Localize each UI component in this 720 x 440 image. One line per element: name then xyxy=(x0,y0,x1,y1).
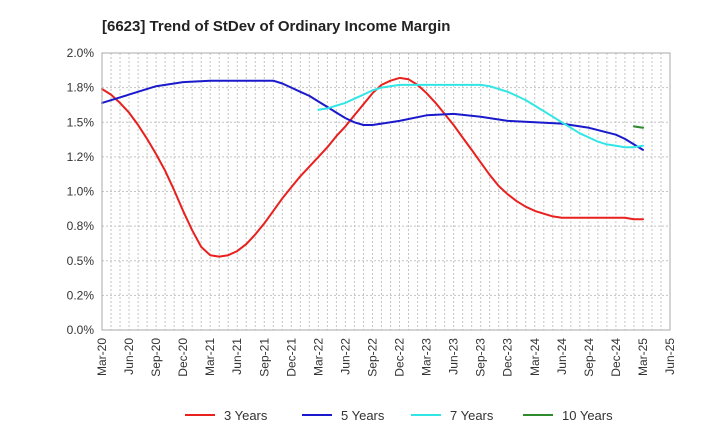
y-tick-label: 0.0% xyxy=(67,323,95,337)
x-tick-label: Mar-21 xyxy=(203,338,217,376)
y-tick-label: 0.2% xyxy=(67,288,95,302)
x-tick-label: Jun-21 xyxy=(230,338,244,375)
legend-label-10-years: 10 Years xyxy=(562,408,613,423)
x-tick-label: Jun-23 xyxy=(447,338,461,375)
x-tick-label: Sep-22 xyxy=(365,338,379,377)
x-tick-label: Mar-20 xyxy=(95,338,109,376)
x-tick-label: Sep-21 xyxy=(257,338,271,377)
x-tick-label: Mar-23 xyxy=(420,338,434,376)
series-layer xyxy=(101,76,644,258)
chart-title: [6623] Trend of StDev of Ordinary Income… xyxy=(102,18,450,35)
series-line-3-years xyxy=(101,76,644,258)
y-tick-label: 1.0% xyxy=(67,185,95,199)
y-tick-label: 1.2% xyxy=(67,150,95,164)
x-tick-label: Jun-20 xyxy=(122,338,136,375)
y-tick-label: 1.5% xyxy=(67,115,95,129)
x-tick-label: Mar-22 xyxy=(311,338,325,376)
x-tick-label: Dec-23 xyxy=(501,338,515,377)
x-tick-label: Dec-20 xyxy=(176,338,190,377)
y-tick-label: 0.5% xyxy=(67,254,95,268)
x-tick-label: Mar-25 xyxy=(636,338,650,376)
legend-label-7-years: 7 Years xyxy=(450,408,494,423)
y-tick-label: 1.8% xyxy=(67,81,95,95)
x-axis-ticks: Mar-20 Jun-20 Sep-20 Dec-20 Mar-21 Jun-21 Sep-… xyxy=(95,338,677,377)
x-tick-label: Sep-24 xyxy=(582,338,596,377)
x-tick-label: Jun-24 xyxy=(555,338,569,375)
y-tick-label: 0.8% xyxy=(67,219,95,233)
y-axis-ticks: 0.0% 0.2% 0.5% 0.8% 1.0% 1.2% 1.5% 1.8% 2.0% xyxy=(67,46,95,337)
x-tick-label: Dec-22 xyxy=(393,338,407,377)
x-tick-label: Dec-24 xyxy=(609,338,623,377)
series-line-10-years xyxy=(632,125,644,129)
x-tick-label: Sep-20 xyxy=(149,338,163,377)
series-line-7-years xyxy=(317,83,644,149)
legend-label-5-years: 5 Years xyxy=(341,408,385,423)
plot-frame xyxy=(101,52,671,331)
x-tick-label: Jun-22 xyxy=(338,338,352,375)
y-tick-label: 2.0% xyxy=(67,46,95,60)
x-tick-label: Mar-24 xyxy=(528,338,542,376)
series-line-5-years xyxy=(101,79,644,151)
x-tick-label: Jun-25 xyxy=(663,338,677,375)
legend: 3 Years 5 Years 7 Years 10 Years xyxy=(185,408,613,423)
x-tick-label: Dec-21 xyxy=(284,338,298,377)
legend-label-3-years: 3 Years xyxy=(224,408,268,423)
x-tick-label: Sep-23 xyxy=(474,338,488,377)
grid-lines xyxy=(101,52,671,331)
